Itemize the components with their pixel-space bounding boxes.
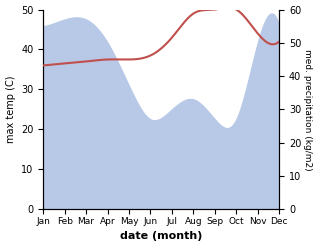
Y-axis label: max temp (C): max temp (C) [5,76,16,143]
X-axis label: date (month): date (month) [120,231,203,242]
Y-axis label: med. precipitation (kg/m2): med. precipitation (kg/m2) [303,49,313,170]
